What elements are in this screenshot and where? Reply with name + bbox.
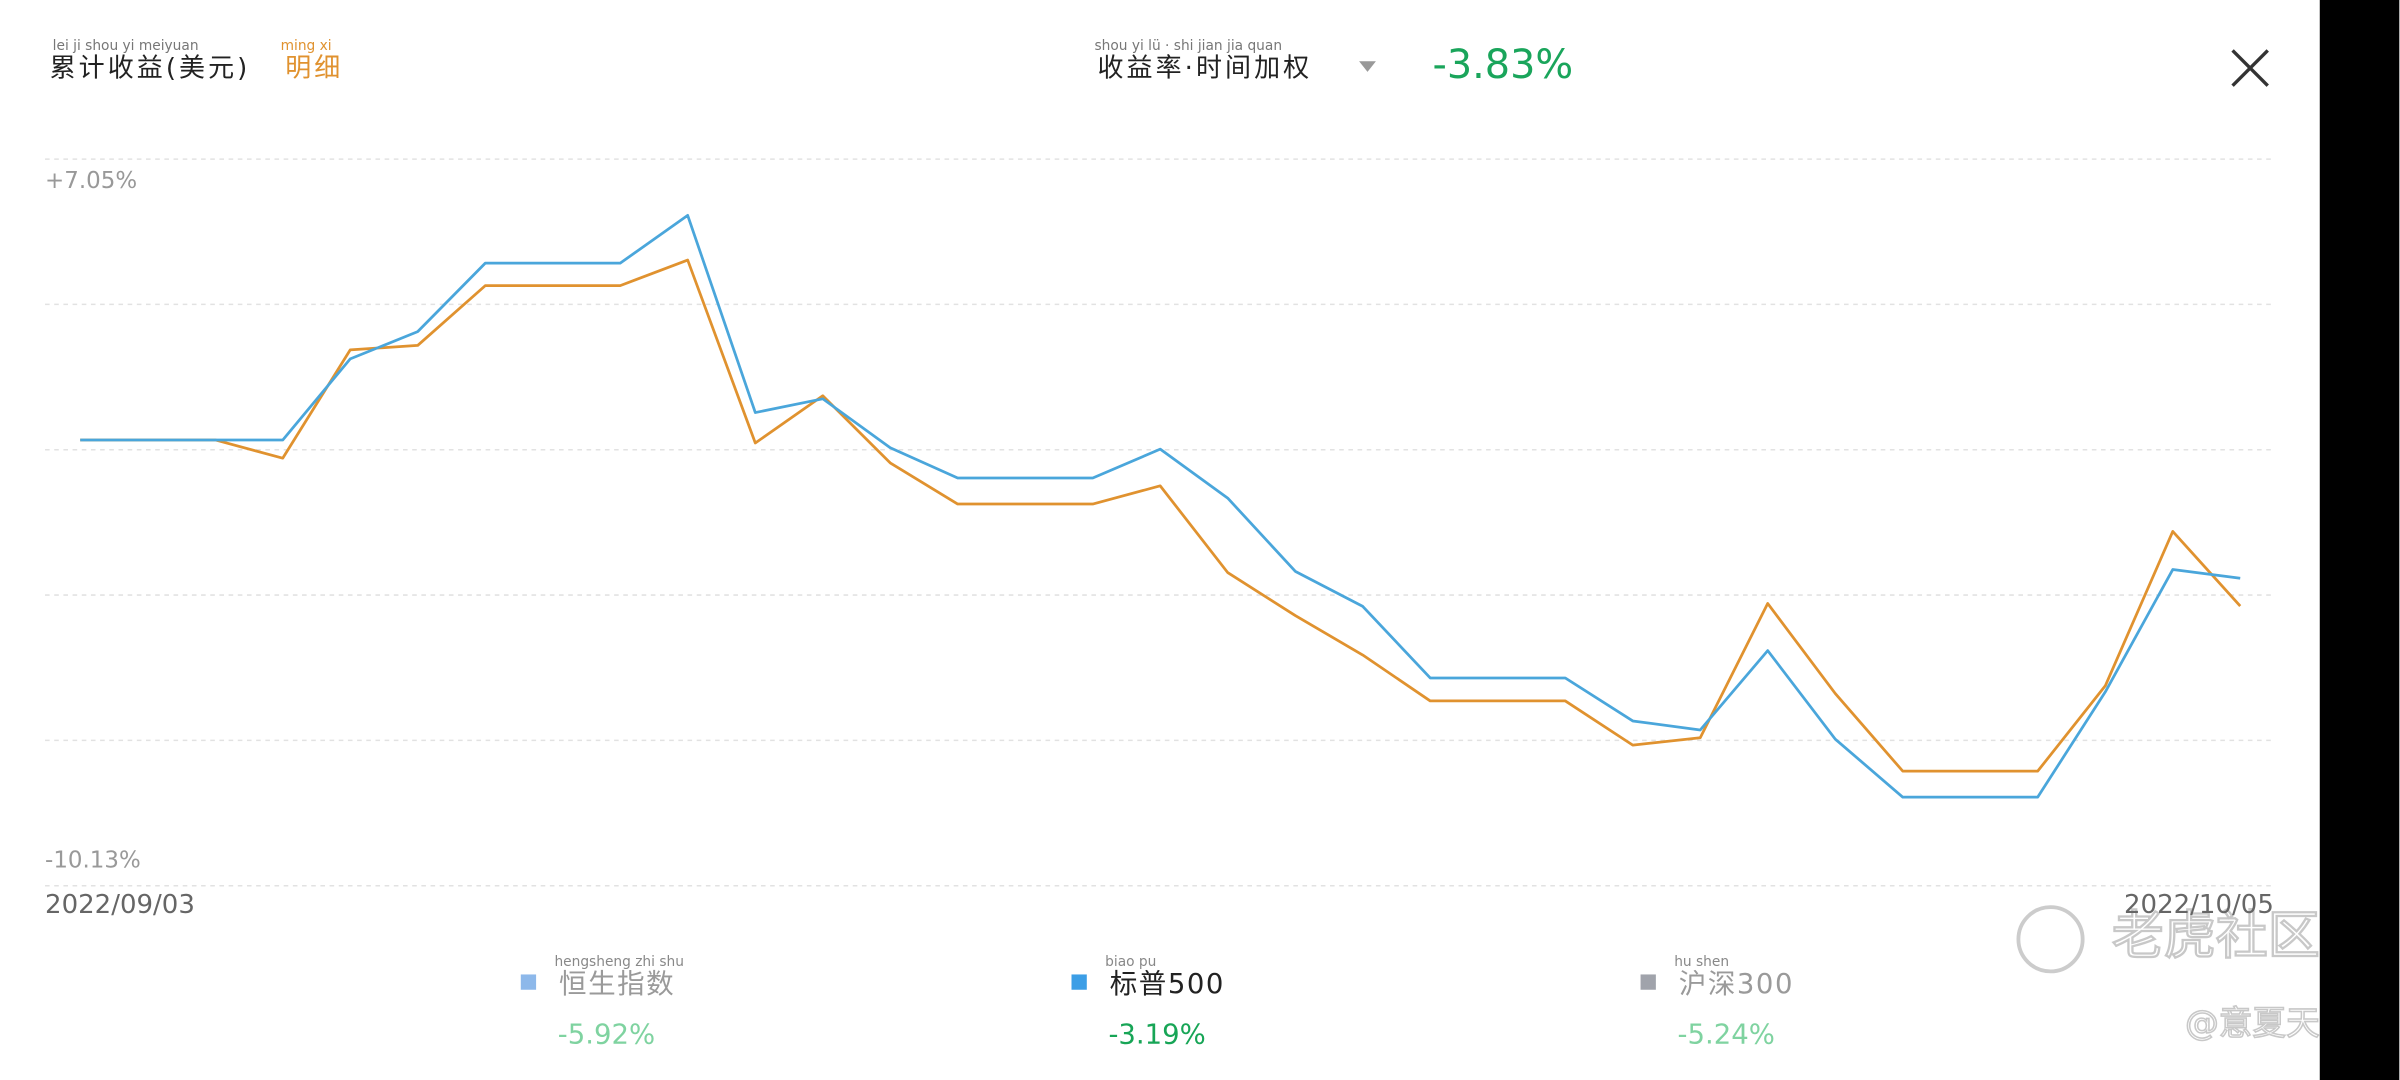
legend-pinyin: biao pu	[1105, 954, 1156, 970]
metric-pinyin[interactable]: shou yi lü · shi jian jia quan	[1094, 38, 1282, 54]
legend-change: -3.19%	[1108, 1019, 1205, 1051]
legend-label: 标普500	[1110, 968, 1225, 1000]
y-tick-label: -10.13%	[45, 847, 141, 873]
panel	[0, 0, 2320, 1080]
legend-label: 恒生指数	[559, 968, 675, 1000]
legend-pinyin: hengsheng zhi shu	[554, 954, 683, 970]
y-tick-label: +7.05%	[45, 168, 137, 194]
legend-change: -5.24%	[1678, 1019, 1775, 1051]
metric-value: -3.83%	[1433, 42, 1574, 88]
watermark-brand: 老虎社区	[2112, 906, 2320, 966]
legend-swatch	[1640, 974, 1656, 990]
dropdown-arrow[interactable]	[1359, 61, 1376, 72]
legend-swatch	[1071, 974, 1087, 990]
legend-change: -5.92%	[558, 1019, 655, 1051]
watermark-logo	[2016, 905, 2085, 974]
legend-pinyin: hu shen	[1674, 954, 1729, 970]
title: 累计收益(美元)	[50, 53, 251, 83]
x-tick-label: 2022/10/05	[2124, 890, 2274, 920]
side-bar	[2319, 0, 2400, 1080]
x-tick-label: 2022/09/03	[45, 890, 195, 920]
legend-label: 沪深300	[1679, 968, 1794, 1000]
title-pinyin: lei ji shou yi meiyuan	[53, 38, 199, 54]
series-line	[80, 214, 2241, 799]
metric-selector[interactable]: 收益率·时间加权	[1098, 53, 1313, 83]
detail-link[interactable]: 明细	[285, 53, 343, 83]
legend-swatch	[520, 974, 537, 990]
watermark-author: @意夏天	[2185, 1003, 2320, 1042]
detail-pinyin[interactable]: ming xi	[281, 38, 332, 54]
close-button[interactable]	[2231, 49, 2269, 87]
series-line	[80, 258, 2242, 773]
